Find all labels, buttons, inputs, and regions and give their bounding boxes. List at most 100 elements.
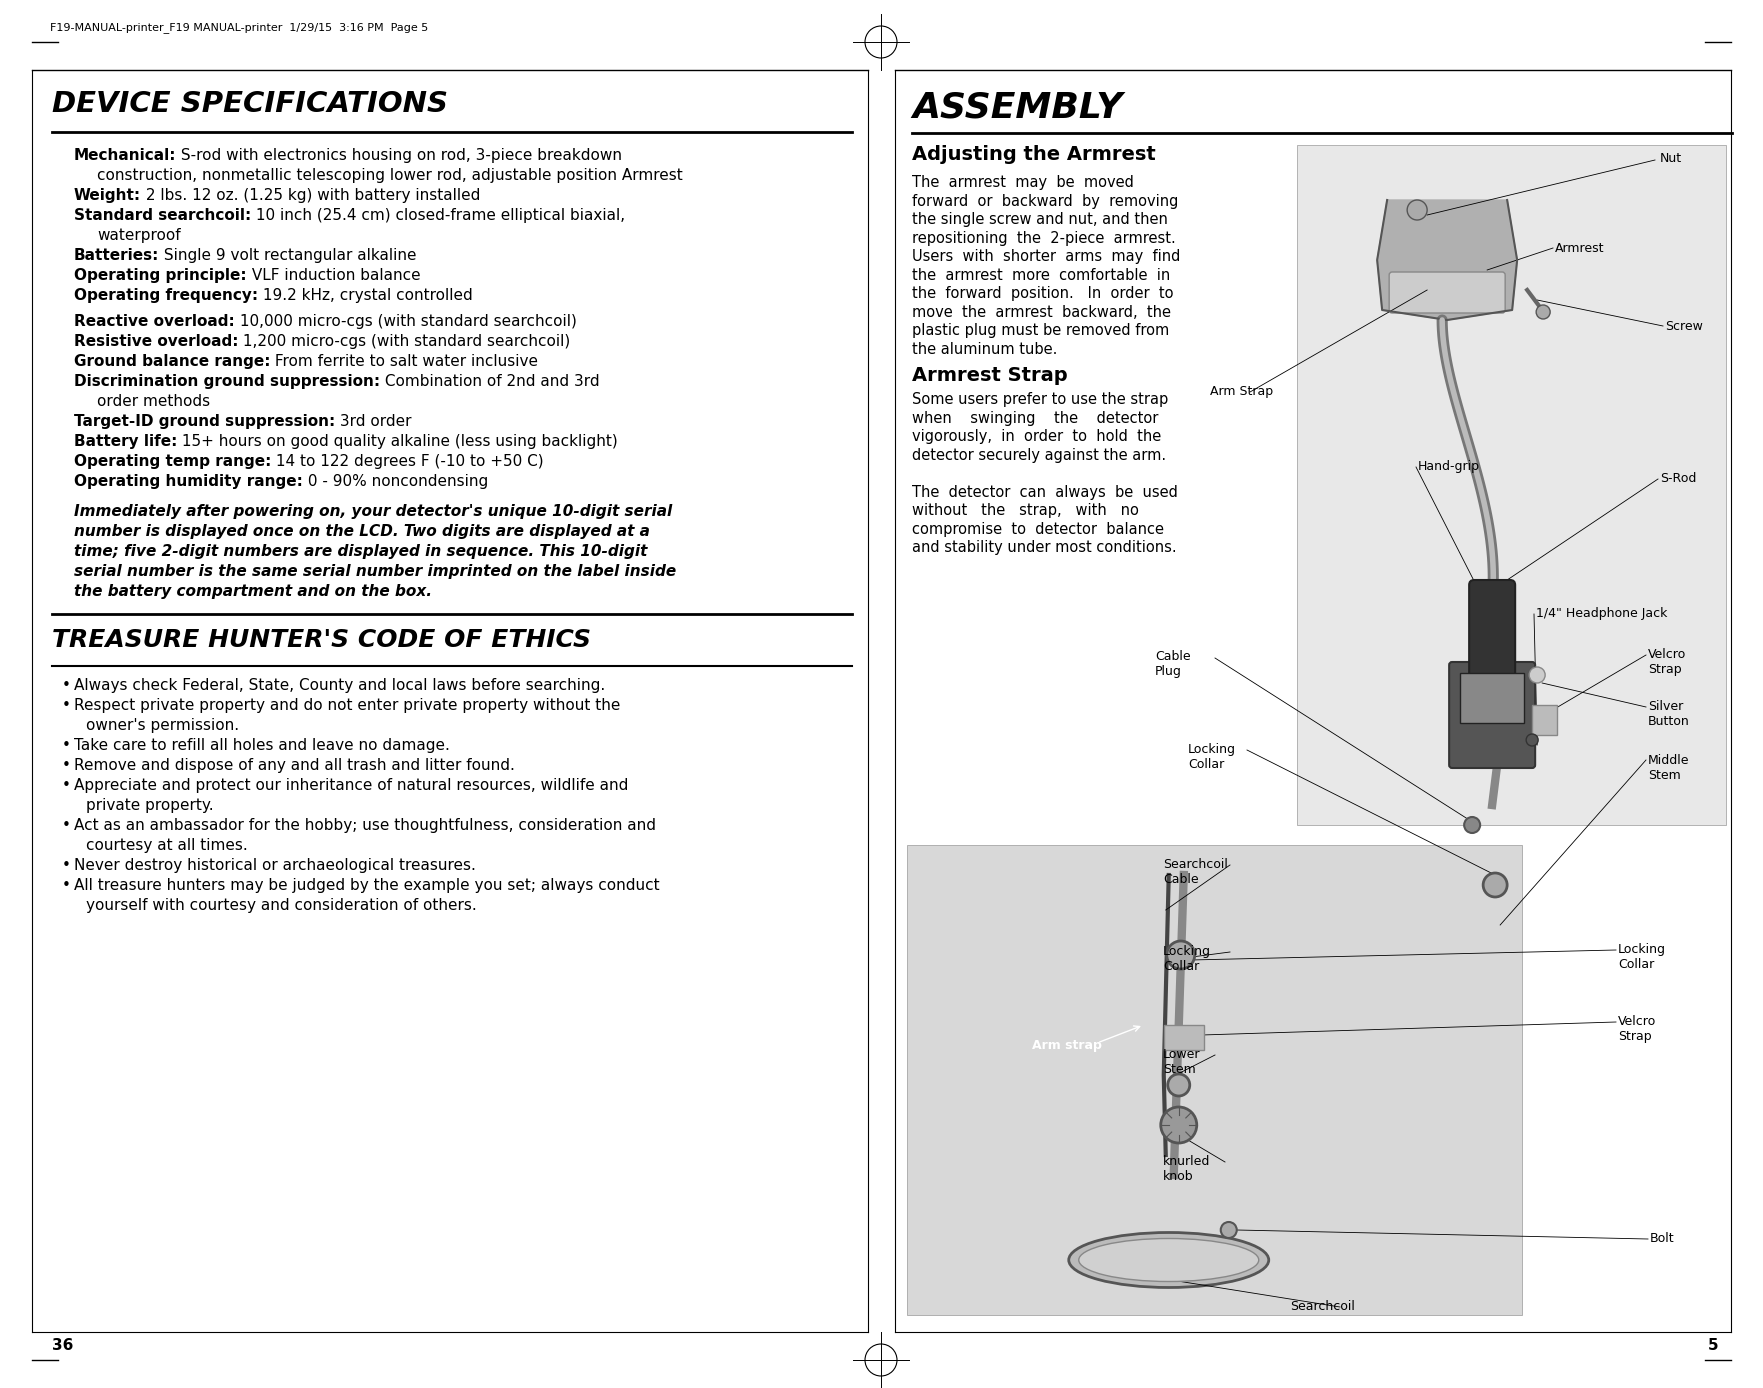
Text: Ground balance range:: Ground balance range:	[74, 354, 270, 369]
Text: Velcro
Strap: Velcro Strap	[1618, 1015, 1655, 1042]
Circle shape	[1527, 734, 1537, 745]
Text: •: •	[62, 738, 71, 754]
Text: 19.2 kHz, crystal controlled: 19.2 kHz, crystal controlled	[257, 287, 472, 303]
FancyBboxPatch shape	[1532, 705, 1557, 736]
Text: Locking
Collar: Locking Collar	[1164, 945, 1211, 973]
Text: 10 inch (25.4 cm) closed-frame elliptical biaxial,: 10 inch (25.4 cm) closed-frame elliptica…	[252, 208, 626, 223]
Text: The  armrest  may  be  moved: The armrest may be moved	[911, 175, 1134, 190]
Text: Take care to refill all holes and leave no damage.: Take care to refill all holes and leave …	[74, 738, 450, 754]
Text: the  armrest  more  comfortable  in: the armrest more comfortable in	[911, 268, 1171, 283]
Text: Immediately after powering on, your detector's unique 10-digit serial: Immediately after powering on, your dete…	[74, 504, 672, 519]
FancyBboxPatch shape	[1298, 144, 1726, 824]
Text: Operating humidity range:: Operating humidity range:	[74, 473, 303, 489]
Text: Remove and dispose of any and all trash and litter found.: Remove and dispose of any and all trash …	[74, 758, 515, 773]
Text: F19-MANUAL-printer_F19 MANUAL-printer  1/29/15  3:16 PM  Page 5: F19-MANUAL-printer_F19 MANUAL-printer 1/…	[49, 22, 428, 33]
Text: The  detector  can  always  be  used: The detector can always be used	[911, 484, 1178, 500]
Text: compromise  to  detector  balance: compromise to detector balance	[911, 522, 1164, 537]
Text: Appreciate and protect our inheritance of natural resources, wildlife and: Appreciate and protect our inheritance o…	[74, 779, 628, 793]
Text: yourself with courtesy and consideration of others.: yourself with courtesy and consideration…	[86, 898, 476, 913]
Text: 1/4" Headphone Jack: 1/4" Headphone Jack	[1536, 607, 1668, 620]
Text: •: •	[62, 779, 71, 793]
Text: and stability under most conditions.: and stability under most conditions.	[911, 540, 1176, 555]
Text: Armrest Strap: Armrest Strap	[911, 366, 1068, 384]
Text: Lower
Stem: Lower Stem	[1164, 1048, 1201, 1076]
Text: knurled
knob: knurled knob	[1164, 1155, 1211, 1183]
Text: Adjusting the Armrest: Adjusting the Armrest	[911, 144, 1157, 164]
Text: 5: 5	[1707, 1338, 1717, 1353]
Text: Mechanical:: Mechanical:	[74, 149, 176, 162]
Ellipse shape	[1079, 1238, 1259, 1281]
Text: •: •	[62, 677, 71, 693]
Text: the single screw and nut, and then: the single screw and nut, and then	[911, 212, 1167, 228]
Text: plastic plug must be removed from: plastic plug must be removed from	[911, 323, 1169, 339]
Text: Operating temp range:: Operating temp range:	[74, 454, 272, 469]
Text: waterproof: waterproof	[97, 228, 180, 243]
FancyBboxPatch shape	[1460, 673, 1525, 723]
Text: S-Rod: S-Rod	[1661, 472, 1696, 484]
Text: •: •	[62, 698, 71, 713]
Text: order methods: order methods	[97, 394, 210, 409]
Text: Operating frequency:: Operating frequency:	[74, 287, 257, 303]
Text: Middle
Stem: Middle Stem	[1648, 754, 1689, 781]
Text: Batteries:: Batteries:	[74, 248, 159, 262]
Circle shape	[1407, 200, 1428, 221]
Polygon shape	[1377, 200, 1518, 321]
Text: •: •	[62, 758, 71, 773]
Text: Target-ID ground suppression:: Target-ID ground suppression:	[74, 414, 335, 429]
FancyBboxPatch shape	[1164, 1024, 1204, 1049]
Text: 3rd order: 3rd order	[335, 414, 413, 429]
Text: Locking
Collar: Locking Collar	[1188, 743, 1236, 770]
Text: Act as an ambassador for the hobby; use thoughtfulness, consideration and: Act as an ambassador for the hobby; use …	[74, 818, 656, 833]
Text: 15+ hours on good quality alkaline (less using backlight): 15+ hours on good quality alkaline (less…	[178, 434, 619, 448]
Text: owner's permission.: owner's permission.	[86, 718, 240, 733]
Ellipse shape	[1068, 1233, 1269, 1288]
Text: Silver
Button: Silver Button	[1648, 700, 1689, 727]
Text: Searchcoil: Searchcoil	[1291, 1301, 1356, 1313]
FancyBboxPatch shape	[906, 845, 1521, 1314]
Text: detector securely against the arm.: detector securely against the arm.	[911, 447, 1165, 462]
Text: From ferrite to salt water inclusive: From ferrite to salt water inclusive	[270, 354, 538, 369]
Text: the aluminum tube.: the aluminum tube.	[911, 341, 1058, 357]
Text: Velcro
Strap: Velcro Strap	[1648, 648, 1685, 676]
Text: without   the   strap,   with   no: without the strap, with no	[911, 502, 1139, 518]
Text: repositioning  the  2-piece  armrest.: repositioning the 2-piece armrest.	[911, 230, 1176, 246]
Text: Standard searchcoil:: Standard searchcoil:	[74, 208, 252, 223]
Text: TREASURE HUNTER'S CODE OF ETHICS: TREASURE HUNTER'S CODE OF ETHICS	[51, 627, 591, 652]
Text: •: •	[62, 818, 71, 833]
Text: Discrimination ground suppression:: Discrimination ground suppression:	[74, 373, 381, 389]
Text: Users  with  shorter  arms  may  find: Users with shorter arms may find	[911, 248, 1181, 264]
Circle shape	[1463, 818, 1481, 833]
Text: Battery life:: Battery life:	[74, 434, 178, 448]
Text: private property.: private property.	[86, 798, 213, 813]
Text: Never destroy historical or archaeological treasures.: Never destroy historical or archaeologic…	[74, 858, 476, 873]
Text: Cable
Plug: Cable Plug	[1155, 650, 1190, 677]
Text: DEVICE SPECIFICATIONS: DEVICE SPECIFICATIONS	[51, 90, 448, 118]
Text: Combination of 2nd and 3rd: Combination of 2nd and 3rd	[381, 373, 599, 389]
Text: 0 - 90% noncondensing: 0 - 90% noncondensing	[303, 473, 488, 489]
Text: Hand-grip: Hand-grip	[1417, 459, 1479, 473]
Text: 1,200 micro-cgs (with standard searchcoil): 1,200 micro-cgs (with standard searchcoi…	[238, 335, 571, 348]
Text: time; five 2-digit numbers are displayed in sequence. This 10-digit: time; five 2-digit numbers are displayed…	[74, 544, 647, 559]
Text: vigorously,  in  order  to  hold  the: vigorously, in order to hold the	[911, 429, 1162, 444]
Text: Nut: Nut	[1661, 153, 1682, 165]
Circle shape	[1529, 668, 1544, 683]
Text: Single 9 volt rectangular alkaline: Single 9 volt rectangular alkaline	[159, 248, 416, 262]
Text: Always check Federal, State, County and local laws before searching.: Always check Federal, State, County and …	[74, 677, 605, 693]
Text: 36: 36	[51, 1338, 74, 1353]
Text: Arm Strap: Arm Strap	[1209, 384, 1273, 398]
Text: serial number is the same serial number imprinted on the label inside: serial number is the same serial number …	[74, 564, 677, 579]
Text: Screw: Screw	[1664, 321, 1703, 333]
Text: Weight:: Weight:	[74, 187, 141, 203]
FancyBboxPatch shape	[1389, 272, 1506, 314]
Text: Arm strap: Arm strap	[1031, 1038, 1102, 1052]
Text: Armrest: Armrest	[1555, 242, 1604, 255]
Text: All treasure hunters may be judged by the example you set; always conduct: All treasure hunters may be judged by th…	[74, 879, 659, 892]
Text: 14 to 122 degrees F (-10 to +50 C): 14 to 122 degrees F (-10 to +50 C)	[272, 454, 545, 469]
Circle shape	[1167, 941, 1195, 969]
FancyBboxPatch shape	[1469, 580, 1514, 680]
Text: ASSEMBLY: ASSEMBLY	[911, 90, 1123, 124]
Text: Respect private property and do not enter private property without the: Respect private property and do not ente…	[74, 698, 621, 713]
Text: 10,000 micro-cgs (with standard searchcoil): 10,000 micro-cgs (with standard searchco…	[234, 314, 577, 329]
Text: the battery compartment and on the box.: the battery compartment and on the box.	[74, 584, 432, 600]
Circle shape	[1483, 873, 1507, 897]
